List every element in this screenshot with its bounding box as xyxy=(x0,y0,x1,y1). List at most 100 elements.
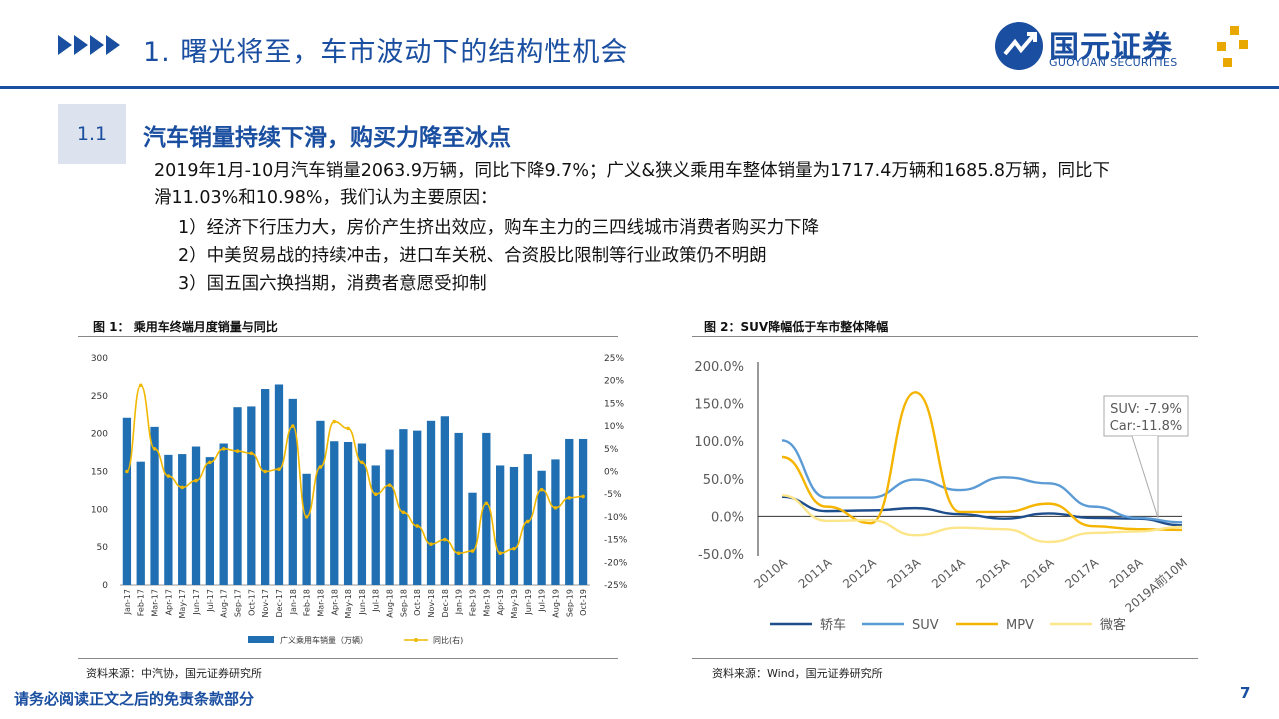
bar xyxy=(468,492,477,585)
x-tick-label: Jul-18 xyxy=(372,589,381,613)
x-tick-label: Oct-19 xyxy=(579,589,588,616)
logo-square-icon xyxy=(1239,40,1248,49)
y-right-tick-label: 25% xyxy=(604,354,624,364)
bar xyxy=(247,406,256,585)
x-tick-label: May-17 xyxy=(178,589,187,618)
figure1-title: 图 1： 乘用车终端月度销量与同比 xyxy=(93,320,278,334)
y-left-tick-label: 200 xyxy=(91,430,108,440)
line-series-0 xyxy=(781,495,1183,527)
y-right-tick-label: -5% xyxy=(604,490,622,500)
x-tick-label: 2016A xyxy=(1018,555,1057,591)
bar xyxy=(413,430,422,585)
bar xyxy=(178,454,187,585)
logo-emblem-icon xyxy=(995,22,1043,70)
yoy-point xyxy=(525,519,530,524)
yoy-point xyxy=(429,542,433,546)
yoy-point xyxy=(125,469,129,474)
legend-label: 广义乘用车销量（万辆） xyxy=(280,635,368,645)
x-tick-label: Jan-17 xyxy=(123,589,132,615)
figure1-top-rule xyxy=(78,336,618,337)
yoy-point xyxy=(553,506,558,510)
yoy-point xyxy=(470,549,475,553)
bar xyxy=(219,443,228,585)
x-tick-label: Feb-17 xyxy=(137,589,146,616)
bar xyxy=(343,441,353,585)
bar xyxy=(261,389,270,585)
yoy-point xyxy=(581,494,585,499)
bar xyxy=(578,438,588,585)
header-divider xyxy=(0,86,1279,89)
x-tick-label: Apr-18 xyxy=(330,589,339,615)
figure2-top-rule xyxy=(692,336,1198,337)
x-tick-label: Jun-18 xyxy=(358,589,367,616)
logo-square-icon xyxy=(1230,26,1239,35)
x-tick-label: Jan-18 xyxy=(289,589,298,615)
bar xyxy=(565,438,574,585)
y-left-tick-label: 300 xyxy=(91,354,108,364)
yoy-point xyxy=(484,501,489,506)
y-right-tick-label: 20% xyxy=(604,377,624,387)
x-tick-label: Nov-17 xyxy=(261,589,270,617)
yoy-point xyxy=(290,424,295,428)
x-tick-label: 2014A xyxy=(929,555,968,591)
callout-line-car: Car:-11.8% xyxy=(1110,419,1183,434)
yoy-point xyxy=(318,465,323,469)
y-left-tick-label: 100 xyxy=(91,505,108,515)
y-left-tick-label: 0 xyxy=(102,581,108,591)
figure2-chart: 200.0%150.0%100.0%50.0%0.0%-50.0%2010A 20… xyxy=(694,360,1190,633)
y-left-tick-label: 150 xyxy=(91,468,108,478)
y-left-tick-label: 50 xyxy=(97,543,109,553)
yoy-point xyxy=(235,449,240,453)
yoy-point xyxy=(443,537,447,542)
summary-paragraph: 2019年1月-10月汽车销量2063.9万辆，同比下降9.7%；广义&狭义乘用… xyxy=(154,161,1111,208)
legend-label: 微客 xyxy=(1100,617,1126,633)
logo-square-icon xyxy=(1223,58,1232,67)
x-tick-label: Jul-17 xyxy=(206,589,215,613)
yoy-point xyxy=(346,426,350,431)
y-left-tick-label: 250 xyxy=(91,392,108,402)
page-number: 7 xyxy=(1240,684,1251,702)
legend-label: MPV xyxy=(1006,618,1034,633)
figure2-bottom-rule xyxy=(692,658,1198,659)
line-series-1 xyxy=(781,439,1183,524)
x-tick-label: Jul-19 xyxy=(538,589,547,613)
x-tick-label: Mar-18 xyxy=(316,589,325,617)
x-tick-label: Aug-19 xyxy=(551,589,560,618)
bar xyxy=(316,420,325,585)
y-tick-label: 100.0% xyxy=(694,435,744,450)
y-tick-label: 0.0% xyxy=(711,510,744,525)
bar xyxy=(205,457,214,585)
logo-chinese-name: 国元证券 xyxy=(1049,30,1173,65)
yoy-point xyxy=(277,467,281,472)
bar xyxy=(482,432,491,585)
bar xyxy=(399,429,408,585)
logo-square-icon xyxy=(1217,42,1226,51)
x-tick-label: Jun-19 xyxy=(524,589,533,616)
yoy-point xyxy=(360,460,364,465)
x-tick-label: Sep-18 xyxy=(399,589,408,617)
y-tick-label: 150.0% xyxy=(694,398,744,413)
bar xyxy=(150,426,159,585)
x-tick-label: Feb-18 xyxy=(303,589,312,616)
yoy-point xyxy=(456,551,461,556)
figure2-source: 资料来源：Wind，国元证券研究所 xyxy=(712,667,883,680)
x-tick-label: Jan-19 xyxy=(455,589,464,615)
bar xyxy=(191,446,201,585)
reason-list: 1）经济下行压力大，房价产生挤出效应，购车主力的三四线城市消费者购买力下降 2）… xyxy=(178,214,819,298)
yoy-point xyxy=(194,478,198,483)
x-tick-label: Nov-18 xyxy=(427,589,436,617)
logo-english-name: GUOYUAN SECURITIES xyxy=(1049,56,1178,69)
yoy-point xyxy=(166,474,171,478)
x-tick-label: Sep-17 xyxy=(234,589,243,617)
yoy-point xyxy=(208,460,212,465)
bar xyxy=(302,473,311,585)
yoy-point xyxy=(498,551,502,556)
disclaimer-text: 请务必阅读正文之后的免责条款部分 xyxy=(14,690,255,708)
y-right-tick-label: 10% xyxy=(604,422,624,432)
legend-label: 轿车 xyxy=(820,617,846,633)
yoy-point xyxy=(387,483,392,487)
bar xyxy=(274,384,284,585)
x-tick-label: Jun-17 xyxy=(192,589,201,616)
y-right-tick-label: -25% xyxy=(604,581,628,591)
x-tick-label: May-18 xyxy=(344,589,353,618)
